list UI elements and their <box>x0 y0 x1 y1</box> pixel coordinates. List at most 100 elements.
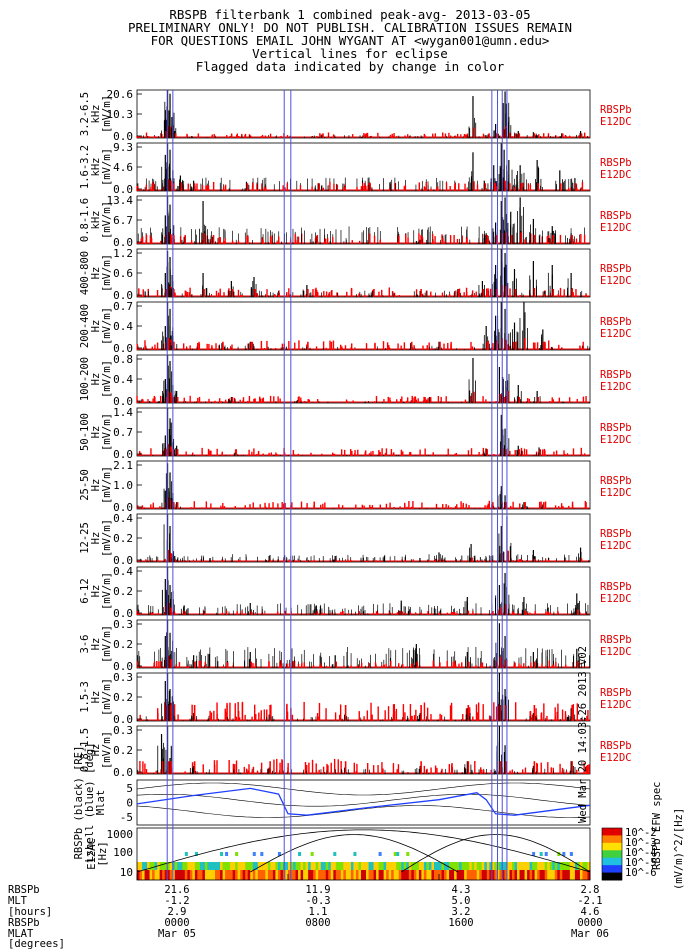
y-label-band: 1.5-3 <box>79 681 91 713</box>
y-tick-label: 0.0 <box>113 766 133 779</box>
panel-frame <box>136 354 591 404</box>
y-tick-label: 0.0 <box>113 130 133 143</box>
y-tick-label: 20.6 <box>107 88 134 101</box>
y-tick-label: 1.4 <box>113 406 133 419</box>
y-label-unit: kHz <box>90 158 102 177</box>
y-axis-label: 3.2-6.5 kHz [mV/m] <box>79 92 113 136</box>
y-tick-label: 0.4 <box>113 565 133 578</box>
side-label-channel: E12DC <box>600 699 632 711</box>
y-label-units: [mV/m] <box>101 625 113 663</box>
side-label-channel: E12DC <box>600 487 632 499</box>
y-tick-label: 0.0 <box>113 713 133 726</box>
side-label-channel: E12DC <box>600 752 632 764</box>
panel-frame <box>136 460 591 510</box>
panel-frame <box>136 725 591 775</box>
y-tick-label: 0.0 <box>113 342 133 355</box>
y-label-units: [mV/m] <box>101 572 113 610</box>
y-label-band: 200-400 <box>79 304 91 348</box>
y-axis-label: 0.8-1.6 kHz [mV/m] <box>79 198 113 242</box>
side-label-channel: E12DC <box>600 593 632 605</box>
side-label-channel: E12DC <box>600 381 632 393</box>
y-axis-label: 400-800 Hz [mV/m] <box>79 251 113 295</box>
y-tick-label: 4.6 <box>113 161 133 174</box>
y-label-band: 50-100 <box>79 413 91 451</box>
side-label-channel: E12DC <box>600 222 632 234</box>
y-tick-label: 0.4 <box>113 373 133 386</box>
y-tick-label: 1.2 <box>113 247 133 260</box>
y-tick-label: 9.3 <box>113 141 133 154</box>
y-axis-label: 0.8-1.5 Hz [mV/m] <box>79 728 113 772</box>
y-tick-label: 0.0 <box>113 289 133 302</box>
side-label-spacecraft: RBSPb <box>600 581 632 593</box>
side-label-spacecraft: RBSPb <box>600 634 632 646</box>
side-label-spacecraft: RBSPb <box>600 422 632 434</box>
side-label-spacecraft: RBSPb <box>600 157 632 169</box>
panel-frame <box>136 89 591 139</box>
y-tick-label: 0.3 <box>113 724 133 737</box>
side-label-spacecraft: RBSPb <box>600 687 632 699</box>
y-axis-label: 6-12 Hz [mV/m] <box>79 572 113 610</box>
y-tick-label: 0.2 <box>113 585 133 598</box>
side-label-spacecraft: RBSPb <box>600 528 632 540</box>
y-label-unit: Hz <box>90 479 102 492</box>
panel-frame <box>136 301 591 351</box>
side-label-spacecraft: RBSPb <box>600 740 632 752</box>
y-tick-label: 2.1 <box>113 459 133 472</box>
y-label-unit: Hz <box>90 638 102 651</box>
side-label-spacecraft: RBSPb <box>600 210 632 222</box>
y-tick-label: 0.2 <box>113 691 133 704</box>
title-line-1: RBSPB filterbank 1 combined peak-avg- 20… <box>169 7 531 22</box>
y-axis-label: 12-25 Hz [mV/m] <box>79 519 113 557</box>
y-label-unit: Hz <box>90 373 102 386</box>
y-tick-label: 0.2 <box>113 638 133 651</box>
y-tick-label: 10.3 <box>107 108 134 121</box>
y-label-unit: Hz <box>90 426 102 439</box>
panel-frame <box>136 248 591 298</box>
y-tick-label: 0.4 <box>113 512 133 525</box>
title-line-2: PRELIMINARY ONLY! DO NOT PUBLISH. CALIBR… <box>127 20 572 35</box>
y-label-units: [mV/m] <box>101 678 113 716</box>
y-label-units: [mV/m] <box>101 201 113 239</box>
y-tick-label: 0.4 <box>113 320 133 333</box>
y-label-units: [mV/m] <box>101 95 113 133</box>
side-label-spacecraft: RBSPb <box>600 104 632 116</box>
side-label-channel: E12DC <box>600 434 632 446</box>
y-label-units: [mV/m] <box>101 148 113 186</box>
y-label-units: [mV/m] <box>101 254 113 292</box>
y-label-band: 12-25 <box>79 522 91 554</box>
y-tick-label: 0.6 <box>113 267 133 280</box>
y-tick-label: 0.3 <box>113 618 133 631</box>
y-label-unit: Hz <box>90 744 102 757</box>
y-label-band: 1.6-3.2 <box>79 145 91 189</box>
y-tick-label: 0.2 <box>113 744 133 757</box>
y-axis-label: 1.5-3 Hz [mV/m] <box>79 678 113 716</box>
y-label-units: [mV/m] <box>101 413 113 451</box>
y-tick-label: 0.0 <box>113 448 133 461</box>
y-tick-label: 0.0 <box>113 183 133 196</box>
y-axis-label: 25-50 Hz [mV/m] <box>79 466 113 504</box>
y-label-unit: Hz <box>90 320 102 333</box>
side-label-channel: E12DC <box>600 169 632 181</box>
y-label-band: 3.2-6.5 <box>79 92 91 136</box>
side-label-channel: E12DC <box>600 540 632 552</box>
y-label-unit: Hz <box>90 585 102 598</box>
y-tick-label: 13.4 <box>107 194 134 207</box>
y-tick-label: 0.0 <box>113 554 133 567</box>
y-label-unit: kHz <box>90 211 102 230</box>
y-label-units: [mV/m] <box>101 519 113 557</box>
y-tick-label: 1.0 <box>113 479 133 492</box>
panel-frame <box>136 779 591 826</box>
y-label-band: 3-6 <box>79 635 91 654</box>
